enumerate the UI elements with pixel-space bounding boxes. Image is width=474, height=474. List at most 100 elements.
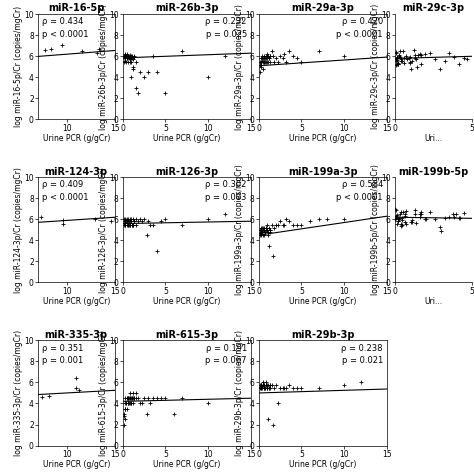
Point xyxy=(281,50,288,58)
Point xyxy=(262,379,270,386)
Point xyxy=(258,226,265,234)
Point xyxy=(392,206,399,213)
Point xyxy=(463,55,470,63)
Point xyxy=(264,384,271,392)
Point xyxy=(123,50,131,58)
Point xyxy=(126,394,134,402)
Point xyxy=(124,218,132,225)
Point xyxy=(285,381,292,388)
Point xyxy=(263,226,271,234)
Title: miR-126-3p: miR-126-3p xyxy=(155,166,219,176)
Point xyxy=(274,400,282,407)
Point xyxy=(263,53,271,60)
Point xyxy=(149,394,156,402)
Point xyxy=(124,53,132,60)
Point xyxy=(268,47,275,55)
Point xyxy=(162,216,169,223)
Point xyxy=(120,216,128,223)
Point xyxy=(145,394,152,402)
Point xyxy=(125,221,133,228)
Point xyxy=(285,218,292,225)
Point xyxy=(59,220,67,228)
Point xyxy=(121,218,129,225)
Point xyxy=(128,221,136,228)
X-axis label: Urine PCR (g/gCr): Urine PCR (g/gCr) xyxy=(289,134,356,143)
Point xyxy=(221,210,229,218)
Point xyxy=(256,58,264,65)
Point xyxy=(259,65,267,73)
Point xyxy=(129,221,137,228)
Point xyxy=(128,55,136,62)
Point xyxy=(125,394,133,402)
Point xyxy=(266,58,274,65)
X-axis label: Uri...: Uri... xyxy=(424,297,442,306)
Point xyxy=(123,405,131,412)
Point xyxy=(392,206,400,214)
Point xyxy=(412,55,419,63)
Point xyxy=(256,383,264,391)
Point xyxy=(125,53,132,60)
Y-axis label: log miR-26b-3p/Cr (copies/mgCr): log miR-26b-3p/Cr (copies/mgCr) xyxy=(99,4,108,130)
Point xyxy=(260,384,268,392)
Point xyxy=(266,381,274,388)
Title: miR-124-3p: miR-124-3p xyxy=(45,166,108,176)
Point xyxy=(395,52,402,59)
Point xyxy=(126,400,134,407)
Point xyxy=(128,216,135,223)
Point xyxy=(259,55,266,62)
Point xyxy=(427,208,434,215)
Y-axis label: log miR-29a-3p/Cr (copies/mgCr): log miR-29a-3p/Cr (copies/mgCr) xyxy=(235,4,244,130)
Point xyxy=(133,394,140,402)
Point xyxy=(162,89,169,97)
Point xyxy=(257,61,265,69)
Point xyxy=(266,53,274,60)
Point xyxy=(121,57,129,64)
Point xyxy=(257,381,264,388)
Point xyxy=(401,212,409,219)
Point xyxy=(398,222,406,229)
Point xyxy=(431,215,439,223)
Point xyxy=(123,394,130,402)
Point xyxy=(392,212,400,219)
Point xyxy=(421,51,429,58)
Point xyxy=(123,221,131,228)
Point xyxy=(397,47,404,55)
X-axis label: Urine PCR (g/gCr): Urine PCR (g/gCr) xyxy=(289,460,356,469)
Point xyxy=(259,381,266,388)
Point xyxy=(283,384,290,392)
Point xyxy=(122,216,129,223)
Point xyxy=(123,55,130,62)
Point xyxy=(122,221,129,228)
Point xyxy=(268,221,275,228)
Point xyxy=(285,47,292,55)
Point xyxy=(129,394,137,402)
Point xyxy=(261,384,269,392)
Point xyxy=(392,61,400,69)
Point xyxy=(398,214,406,221)
Point xyxy=(436,65,444,73)
Point xyxy=(122,53,129,60)
Point xyxy=(416,50,424,58)
Point xyxy=(120,53,128,60)
Point xyxy=(262,53,270,60)
Point xyxy=(259,379,267,386)
Point xyxy=(143,410,150,418)
Point xyxy=(258,224,266,232)
Point xyxy=(130,394,137,402)
Point xyxy=(127,218,135,225)
Point xyxy=(262,224,270,232)
Point xyxy=(128,221,136,228)
Point xyxy=(128,394,135,402)
Point xyxy=(264,226,271,234)
Point xyxy=(412,219,419,227)
Point xyxy=(128,53,136,60)
Point xyxy=(393,56,401,64)
Point xyxy=(272,221,280,228)
Point xyxy=(441,57,448,65)
Point xyxy=(456,60,463,68)
Point xyxy=(38,393,46,401)
Point xyxy=(124,394,132,402)
Point xyxy=(410,46,418,54)
Point xyxy=(122,394,129,402)
Point xyxy=(264,58,271,65)
